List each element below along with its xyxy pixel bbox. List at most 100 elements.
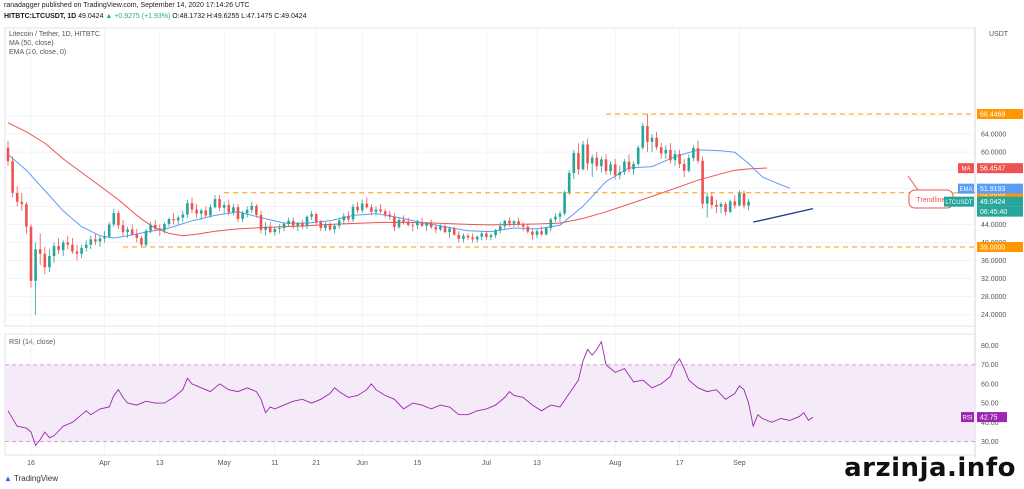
candle-body bbox=[167, 218, 171, 224]
countdown-tag bbox=[977, 206, 1023, 217]
candle-body bbox=[466, 235, 470, 238]
candle-body bbox=[282, 223, 286, 229]
candle-body bbox=[425, 223, 428, 226]
series-value-text: 51.9193 bbox=[980, 186, 1005, 193]
price-tick-label: 64.0000 bbox=[981, 132, 1006, 139]
rsi-legend: RSI (14, close) bbox=[9, 339, 56, 346]
candle-body bbox=[236, 207, 240, 219]
candle-body bbox=[747, 201, 750, 206]
rsi-tick-label: 80.00 bbox=[981, 343, 999, 350]
ohlc-values: O:48.1732 H:49.6255 L:47.1475 C:49.0424 bbox=[172, 13, 307, 20]
candle-body bbox=[75, 251, 79, 254]
candle-body bbox=[452, 228, 456, 235]
candle-body bbox=[715, 204, 718, 207]
candle-body bbox=[89, 239, 93, 245]
time-tick-label: 16 bbox=[27, 460, 35, 467]
series-name-tag bbox=[958, 183, 974, 194]
candle-body bbox=[503, 220, 507, 227]
candle-body bbox=[535, 231, 539, 235]
candle-body bbox=[738, 193, 741, 206]
candle-body bbox=[498, 226, 502, 231]
candle-body bbox=[489, 235, 493, 238]
candle-body bbox=[333, 225, 336, 230]
candle-body bbox=[705, 196, 709, 204]
candle-body bbox=[558, 213, 562, 217]
candle-body bbox=[296, 223, 300, 226]
candle-body bbox=[71, 244, 74, 252]
candle-body bbox=[305, 216, 309, 227]
candle-body bbox=[540, 231, 543, 235]
candle-body bbox=[250, 205, 254, 210]
price-pane-frame bbox=[4, 27, 976, 327]
candle-body bbox=[623, 161, 626, 173]
candle-body bbox=[544, 228, 548, 235]
candle-body bbox=[98, 238, 102, 242]
candle-body bbox=[673, 153, 677, 161]
candle-body bbox=[158, 228, 162, 231]
candle-body bbox=[365, 203, 369, 208]
level-price-tag bbox=[977, 241, 1023, 252]
candle-body bbox=[567, 172, 571, 193]
series-value-text: 49.0424 bbox=[980, 199, 1005, 206]
candle-body bbox=[549, 219, 553, 229]
tradingview-footer: ▲ TradingView bbox=[4, 474, 58, 483]
rsi-name-tag bbox=[961, 412, 974, 423]
candle-body bbox=[232, 207, 235, 213]
candle-body bbox=[52, 246, 56, 257]
time-tick-label: Sep bbox=[733, 460, 746, 467]
time-tick-label: Aug bbox=[609, 460, 622, 467]
price-tick-label: 24.0000 bbox=[981, 312, 1006, 319]
candle-body bbox=[692, 148, 695, 159]
candle-body bbox=[604, 159, 608, 172]
candle-body bbox=[255, 205, 258, 215]
candle-body bbox=[517, 221, 520, 225]
price-tick-label: 44.0000 bbox=[981, 222, 1006, 229]
candle-body bbox=[701, 160, 704, 204]
candle-body bbox=[130, 229, 134, 235]
candle-body bbox=[600, 159, 603, 167]
candle-body bbox=[742, 193, 746, 206]
candle-body bbox=[379, 209, 382, 212]
candle-body bbox=[94, 239, 97, 242]
candle-body bbox=[337, 220, 341, 226]
candle-body bbox=[121, 225, 125, 233]
candle-body bbox=[195, 209, 198, 214]
candle-body bbox=[84, 244, 88, 248]
candle-body bbox=[301, 223, 304, 227]
time-tick-label: 13 bbox=[156, 460, 164, 467]
candle-body bbox=[595, 157, 599, 167]
candle-body bbox=[34, 249, 37, 281]
candle-body bbox=[209, 207, 212, 216]
candle-body bbox=[227, 204, 231, 213]
level-price-text: 51.0000 bbox=[980, 190, 1005, 197]
candle-body bbox=[475, 236, 479, 240]
rsi-tick-label: 70.00 bbox=[981, 362, 999, 369]
level-price-text: 39.0000 bbox=[980, 244, 1005, 251]
candle-body bbox=[264, 226, 267, 230]
candle-body bbox=[609, 164, 612, 172]
candle-body bbox=[669, 149, 672, 161]
candle-body bbox=[319, 222, 323, 229]
time-tick-label: Jun bbox=[357, 460, 368, 467]
candle-body bbox=[278, 228, 281, 229]
rsi-line bbox=[7, 340, 814, 447]
time-tick-label: 11 bbox=[271, 460, 278, 467]
series-value-tag bbox=[977, 196, 1023, 207]
candle-body bbox=[144, 230, 148, 245]
candle-body bbox=[586, 144, 589, 164]
candle-body bbox=[117, 213, 120, 226]
candle-body bbox=[103, 236, 106, 239]
candle-body bbox=[204, 210, 208, 216]
candle-body bbox=[153, 224, 157, 229]
rsi-band bbox=[5, 364, 975, 442]
level-price-text: 68.4469 bbox=[980, 112, 1005, 119]
candle-body bbox=[140, 237, 143, 245]
candle-body bbox=[287, 220, 290, 224]
candle-body bbox=[241, 213, 244, 219]
candle-body bbox=[43, 253, 47, 268]
rsi-tick-label: 50.00 bbox=[981, 401, 999, 408]
candle-body bbox=[710, 196, 714, 205]
candle-body bbox=[554, 216, 557, 220]
candle-body bbox=[172, 218, 175, 221]
